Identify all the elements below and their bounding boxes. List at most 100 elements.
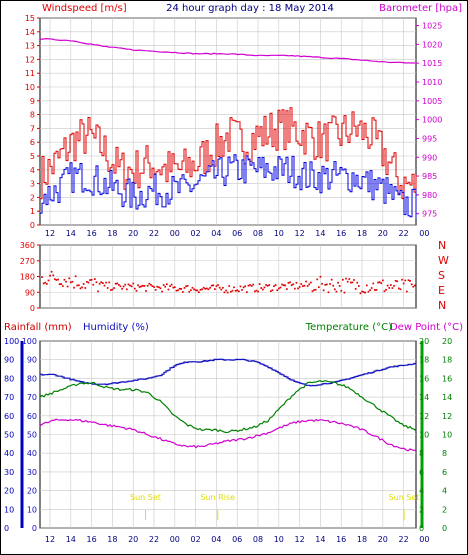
direction-point <box>263 286 266 289</box>
direction-point <box>370 287 373 289</box>
direction-point <box>364 291 367 294</box>
direction-point <box>44 281 47 284</box>
wind-x-tick-label: 20 <box>378 229 388 238</box>
temperature-y-tick-label: 2 <box>419 505 424 514</box>
rainfall-y-tick-label: 60 <box>4 412 14 421</box>
direction-point <box>294 287 296 290</box>
direction-point <box>199 288 202 291</box>
direction-point <box>340 289 343 292</box>
rainfall-y-tick-label: 10 <box>4 505 14 514</box>
direction-point <box>196 289 199 292</box>
direction-point <box>238 290 240 293</box>
direction-point <box>244 285 247 288</box>
direction-point <box>164 285 167 288</box>
direction-point <box>274 284 277 286</box>
direction-point <box>126 288 128 291</box>
direction-point <box>324 284 327 286</box>
wind-x-tick-label: 20 <box>128 229 138 238</box>
barometer-y-tick-label: 995 <box>422 134 437 143</box>
direction-point <box>148 282 151 285</box>
direction-point <box>174 286 176 289</box>
direction-point <box>55 279 58 281</box>
direction-point <box>295 281 298 284</box>
direction-point <box>130 285 133 288</box>
humidity-y-tick-label: 60 <box>27 412 37 421</box>
direction-point <box>158 286 160 289</box>
temperature-series <box>39 380 417 434</box>
direction-point <box>114 282 117 285</box>
wind-x-tick-label: 16 <box>87 229 97 238</box>
direction-point <box>257 290 259 293</box>
direction-point <box>222 286 224 289</box>
direction-point <box>161 290 163 293</box>
barometer-y-tick-label: 1015 <box>422 59 442 68</box>
direction-point <box>407 279 410 282</box>
direction-point <box>361 290 363 293</box>
direction-point <box>228 285 231 287</box>
direction-point <box>410 283 413 286</box>
direction-point <box>378 281 381 283</box>
direction-point <box>369 289 371 292</box>
direction-compass-letter: N <box>438 299 446 312</box>
barometer-y-tick-label: 1005 <box>422 97 442 106</box>
wind-x-tick-label: 04 <box>211 229 221 238</box>
direction-point <box>406 290 408 293</box>
direction-point <box>138 286 141 288</box>
direction-point <box>356 281 359 284</box>
dewpoint-y-tick-label: 14 <box>442 393 452 402</box>
wind-y-tick-label: 3 <box>30 180 35 189</box>
direction-point <box>346 280 349 283</box>
direction-point <box>154 289 157 291</box>
direction-point <box>390 284 392 286</box>
dewpoint-y-tick-label: 10 <box>442 431 452 440</box>
direction-point <box>134 287 136 290</box>
direction-point <box>300 283 303 285</box>
direction-point <box>332 284 335 287</box>
wind-x-tick-label: 14 <box>315 229 325 238</box>
direction-point <box>353 279 355 281</box>
direction-point <box>351 281 354 284</box>
direction-point <box>132 282 135 285</box>
direction-point <box>143 285 146 287</box>
windspeed-axis-title: Windspeed [m/s] <box>42 3 127 14</box>
direction-point <box>151 285 154 287</box>
direction-point <box>226 291 229 294</box>
wind-x-tick-label: 22 <box>399 229 409 238</box>
wind-y-tick-label: 0 <box>30 221 35 230</box>
rainfall-y-tick-label: 100 <box>4 337 19 346</box>
direction-point <box>281 283 283 286</box>
temperature-y-tick-label: 18 <box>419 356 429 365</box>
direction-point <box>242 286 245 289</box>
direction-point <box>386 284 389 287</box>
direction-point <box>89 279 91 281</box>
temperature-y-tick-label: 14 <box>419 393 429 402</box>
direction-point <box>46 283 48 285</box>
direction-point <box>308 283 311 286</box>
direction-point <box>350 281 352 284</box>
direction-point <box>103 284 106 287</box>
direction-point <box>273 285 275 288</box>
direction-point <box>359 292 362 295</box>
dewpoint-y-tick-label: 18 <box>442 356 452 365</box>
barometer-y-tick-label: 985 <box>422 172 437 181</box>
direction-y-tick-label: 270 <box>20 257 35 266</box>
wind-y-tick-label: 2 <box>30 193 35 202</box>
direction-point <box>204 287 207 290</box>
direction-point <box>186 285 189 287</box>
temp-x-tick-label: 14 <box>66 535 76 544</box>
direction-point <box>402 282 405 285</box>
direction-point <box>220 288 223 291</box>
direction-point <box>202 286 205 289</box>
direction-point <box>49 274 51 277</box>
direction-point <box>110 289 112 291</box>
direction-point <box>214 288 216 290</box>
direction-point <box>345 277 347 280</box>
direction-point <box>372 282 375 285</box>
direction-point <box>279 286 282 289</box>
direction-point <box>188 291 191 293</box>
direction-point <box>313 289 315 291</box>
direction-point <box>266 284 269 287</box>
wind-x-tick-label: 22 <box>149 229 159 238</box>
direction-point <box>142 284 144 287</box>
direction-point <box>252 283 255 286</box>
